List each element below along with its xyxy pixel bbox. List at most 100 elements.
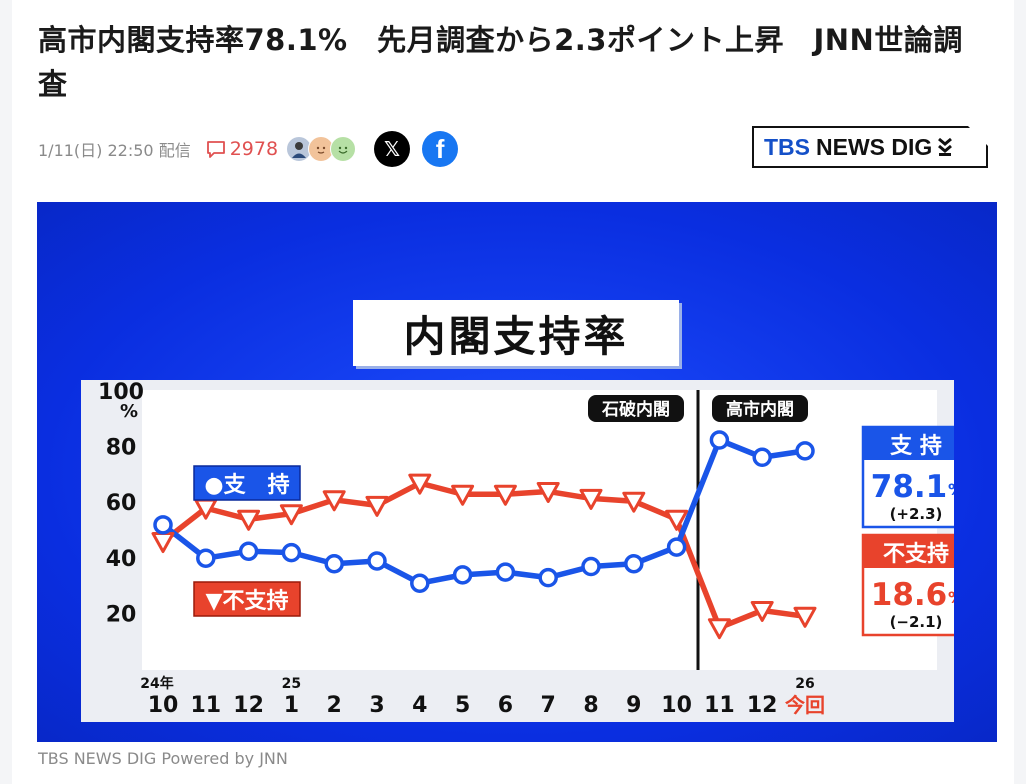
x-tick-label: 10 bbox=[148, 693, 179, 718]
period-label: 高市内閣 bbox=[726, 399, 794, 420]
publish-date: 1/11(日) 22:50 配信 bbox=[38, 141, 191, 160]
x-tick-label: 9 bbox=[626, 693, 641, 718]
support-data-point bbox=[752, 447, 772, 468]
chart-panel: 100 80 60 40 20% 石破内閣 高市内閣 10 11 12 1 2 3 4 5 6 7 8 9 10 11 1… bbox=[81, 380, 954, 722]
x-tick-label: 1 bbox=[284, 693, 299, 718]
y-tick-label: 40 bbox=[106, 547, 137, 572]
period-label-bg bbox=[712, 395, 808, 422]
logo-newsdig-text: NEWS DIG bbox=[816, 133, 933, 160]
page-margin-left bbox=[0, 0, 12, 784]
nonsupport-data-point bbox=[536, 481, 560, 503]
callout-header-bg bbox=[863, 427, 954, 460]
plot-area bbox=[142, 390, 937, 670]
nonsupport-data-point bbox=[365, 495, 389, 517]
nonsupport-data-point bbox=[279, 504, 303, 526]
nonsupport-data-point bbox=[451, 484, 475, 506]
period-label: 石破内閣 bbox=[601, 399, 670, 420]
support-data-point bbox=[238, 541, 259, 561]
comment-count: 2978 bbox=[229, 138, 279, 160]
x-tick-label: 7 bbox=[541, 693, 556, 718]
callout-value: 78.1 bbox=[871, 469, 948, 505]
figure-caption: TBS NEWS DIG Powered by JNN bbox=[38, 749, 288, 768]
callout-header: 支 持 bbox=[890, 434, 942, 459]
support-data-point bbox=[452, 565, 473, 585]
callout-unit: % bbox=[948, 480, 954, 499]
comments-link[interactable]: 2978 bbox=[205, 138, 278, 160]
share-buttons: 𝕏 f bbox=[374, 131, 470, 167]
nonsupport-data-point bbox=[408, 473, 432, 495]
article-figure: 内閣支持率 100 80 60 40 20% 石破内閣 高市内閣 10 11 12 1 2 3 4 5 6 7 8… bbox=[37, 202, 997, 742]
nonsupport-data-point bbox=[622, 491, 646, 513]
article-headline: 高市内閣支持率78.1% 先月調査から2.3ポイント上昇 JNN世論調査 bbox=[38, 23, 963, 101]
chart-title: 内閣支持率 bbox=[353, 300, 679, 366]
support-data-point bbox=[624, 554, 644, 574]
y-tick-label: 60 bbox=[106, 491, 137, 516]
x-tick-label: 5 bbox=[455, 693, 470, 718]
support-data-point bbox=[410, 573, 430, 593]
support-data-point bbox=[709, 430, 730, 450]
x-tick-label: 今回 bbox=[785, 693, 825, 717]
support-data-point bbox=[324, 554, 344, 574]
nonsupport-data-point bbox=[579, 488, 603, 510]
nonsupport-data-point bbox=[322, 490, 346, 512]
callout-unit: % bbox=[948, 588, 954, 607]
y-tick-label: 80 bbox=[106, 436, 137, 461]
nonsupport-data-point bbox=[237, 509, 261, 531]
avatar-man-icon bbox=[286, 136, 313, 162]
nonsupport-data-point bbox=[750, 600, 774, 622]
x-tick-label: 10 bbox=[661, 693, 692, 718]
chevron-down-double-icon bbox=[938, 137, 953, 156]
support-data-point bbox=[281, 542, 302, 563]
nonsupport-data-point bbox=[793, 606, 817, 628]
share-facebook-button[interactable]: f bbox=[422, 131, 459, 167]
x-tick-label: 3 bbox=[369, 693, 384, 718]
share-x-button[interactable]: 𝕏 bbox=[374, 131, 411, 167]
nonsupport-data-point bbox=[707, 618, 731, 640]
callout-change: (−2.1) bbox=[890, 613, 943, 631]
support-data-point bbox=[196, 548, 216, 568]
x-tick-label: 12 bbox=[747, 693, 778, 718]
x-tick-label: 8 bbox=[583, 693, 598, 718]
x-tick-label: 6 bbox=[498, 693, 513, 718]
facebook-logo-icon: f bbox=[435, 133, 445, 164]
x-tick-label: 11 bbox=[190, 693, 221, 718]
y-tick-label: 20 bbox=[106, 602, 137, 627]
nonsupport-data-point bbox=[493, 484, 517, 506]
y-axis-unit: % bbox=[120, 401, 138, 422]
commenter-avatars[interactable] bbox=[286, 136, 357, 162]
support-data-point bbox=[153, 515, 173, 535]
x-logo-icon: 𝕏 bbox=[384, 137, 401, 161]
support-data-point bbox=[538, 567, 558, 588]
y-tick-label: 100 bbox=[98, 380, 144, 405]
logo-corner-fold bbox=[968, 126, 988, 146]
x-tick-label: 12 bbox=[233, 693, 264, 718]
support-data-point bbox=[666, 537, 687, 557]
support-data-point bbox=[495, 562, 516, 582]
legend-nonsupport-label: ▼不支持 bbox=[206, 589, 289, 614]
x-tick-label: 4 bbox=[412, 693, 427, 718]
legend-support-bg bbox=[193, 465, 301, 501]
nonsupport-series-line bbox=[161, 480, 806, 631]
support-data-point bbox=[367, 551, 387, 571]
publisher-logo[interactable]: TBS NEWS DIG bbox=[752, 126, 988, 168]
avatar-smile-icon bbox=[330, 136, 357, 162]
article-meta: 1/11(日) 22:50 配信 2978 𝕏 f bbox=[38, 131, 470, 167]
support-data-point bbox=[795, 441, 815, 461]
callout-value: 18.6 bbox=[871, 577, 948, 613]
year-label: 24年 bbox=[140, 675, 173, 692]
comment-icon bbox=[206, 141, 225, 158]
callout-header: 不支持 bbox=[883, 542, 949, 567]
year-label: 26 bbox=[795, 676, 814, 692]
nonsupport-data-point bbox=[665, 509, 689, 531]
year-label: 25 bbox=[282, 676, 301, 692]
callout-change: (+2.3) bbox=[890, 505, 943, 523]
support-series-line bbox=[161, 437, 806, 586]
support-data-point bbox=[581, 556, 601, 577]
legend-nonsupport-bg bbox=[193, 581, 301, 617]
page-margin-right bbox=[1014, 0, 1026, 784]
logo-tbs-text: TBS bbox=[764, 133, 810, 160]
callout-header-bg bbox=[863, 535, 954, 568]
x-tick-label: 11 bbox=[704, 693, 735, 718]
legend-support-label: ●支 持 bbox=[204, 473, 289, 498]
